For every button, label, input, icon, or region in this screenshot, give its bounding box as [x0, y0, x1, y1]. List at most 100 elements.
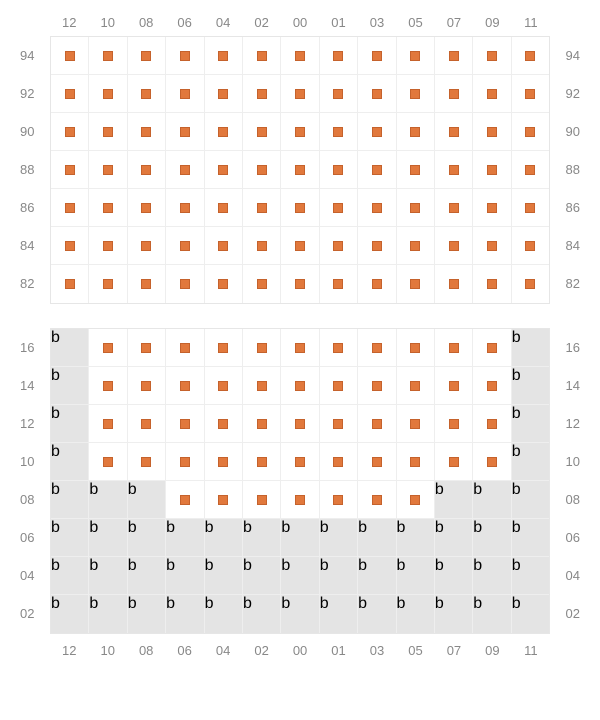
- seat-available[interactable]: [166, 329, 204, 367]
- seat-available[interactable]: [320, 265, 358, 303]
- seat-available[interactable]: [166, 189, 204, 227]
- seat-available[interactable]: [473, 265, 511, 303]
- seat-available[interactable]: [128, 75, 166, 113]
- seat-available[interactable]: [281, 75, 319, 113]
- column-label[interactable]: 09: [473, 643, 511, 658]
- seat-available[interactable]: [320, 113, 358, 151]
- seat-available[interactable]: [281, 113, 319, 151]
- column-label[interactable]: 12: [50, 643, 88, 658]
- seat-available[interactable]: [205, 443, 243, 481]
- seat-available[interactable]: [512, 227, 549, 265]
- seat-available[interactable]: [128, 329, 166, 367]
- seat-available[interactable]: [281, 443, 319, 481]
- seat-available[interactable]: [320, 481, 358, 519]
- seat-available[interactable]: [128, 405, 166, 443]
- seat-available[interactable]: [281, 405, 319, 443]
- seat-available[interactable]: [128, 265, 166, 303]
- seat-available[interactable]: [473, 151, 511, 189]
- row-label[interactable]: 94: [550, 36, 582, 74]
- seat-available[interactable]: [166, 443, 204, 481]
- seat-available[interactable]: [243, 405, 281, 443]
- row-label[interactable]: 88: [18, 150, 50, 188]
- seat-available[interactable]: [243, 75, 281, 113]
- seat-available[interactable]: [358, 113, 396, 151]
- column-label[interactable]: 11: [512, 15, 550, 30]
- seat-available[interactable]: [320, 227, 358, 265]
- row-label[interactable]: 16: [550, 328, 582, 366]
- seat-available[interactable]: [51, 189, 89, 227]
- seat-available[interactable]: [89, 367, 127, 405]
- column-label[interactable]: 00: [281, 15, 319, 30]
- row-label[interactable]: 04: [550, 556, 582, 594]
- seat-available[interactable]: [281, 329, 319, 367]
- seat-available[interactable]: [281, 481, 319, 519]
- seat-available[interactable]: [512, 265, 549, 303]
- seat-available[interactable]: [281, 37, 319, 75]
- seat-available[interactable]: [166, 265, 204, 303]
- seat-available[interactable]: [473, 227, 511, 265]
- seat-available[interactable]: [51, 113, 89, 151]
- seat-available[interactable]: [435, 75, 473, 113]
- seat-available[interactable]: [243, 189, 281, 227]
- seat-available[interactable]: [358, 37, 396, 75]
- seat-available[interactable]: [243, 151, 281, 189]
- seat-available[interactable]: [205, 367, 243, 405]
- seat-available[interactable]: [435, 443, 473, 481]
- seat-available[interactable]: [205, 481, 243, 519]
- seat-available[interactable]: [166, 151, 204, 189]
- seat-available[interactable]: [243, 265, 281, 303]
- column-label[interactable]: 05: [396, 15, 434, 30]
- row-label[interactable]: 12: [550, 404, 582, 442]
- seat-available[interactable]: [397, 443, 435, 481]
- column-label[interactable]: 01: [319, 643, 357, 658]
- column-label[interactable]: 07: [435, 15, 473, 30]
- column-label[interactable]: 07: [435, 643, 473, 658]
- seat-available[interactable]: [512, 75, 549, 113]
- seat-available[interactable]: [358, 151, 396, 189]
- seat-available[interactable]: [128, 151, 166, 189]
- seat-available[interactable]: [128, 367, 166, 405]
- seat-available[interactable]: [128, 443, 166, 481]
- seat-available[interactable]: [166, 481, 204, 519]
- seat-available[interactable]: [397, 75, 435, 113]
- seat-available[interactable]: [473, 189, 511, 227]
- column-label[interactable]: 05: [396, 643, 434, 658]
- seat-available[interactable]: [512, 151, 549, 189]
- column-label[interactable]: 04: [204, 15, 242, 30]
- seat-available[interactable]: [397, 265, 435, 303]
- seat-available[interactable]: [128, 37, 166, 75]
- column-label[interactable]: 10: [88, 15, 126, 30]
- seat-available[interactable]: [51, 265, 89, 303]
- seat-available[interactable]: [128, 189, 166, 227]
- seat-available[interactable]: [397, 113, 435, 151]
- column-label[interactable]: 06: [165, 15, 203, 30]
- seat-available[interactable]: [89, 329, 127, 367]
- seat-available[interactable]: [435, 329, 473, 367]
- row-label[interactable]: 08: [550, 480, 582, 518]
- seat-available[interactable]: [397, 405, 435, 443]
- seat-available[interactable]: [512, 189, 549, 227]
- seat-available[interactable]: [89, 227, 127, 265]
- seat-available[interactable]: [358, 227, 396, 265]
- seat-available[interactable]: [435, 367, 473, 405]
- seat-available[interactable]: [51, 37, 89, 75]
- row-label[interactable]: 14: [18, 366, 50, 404]
- seat-available[interactable]: [512, 37, 549, 75]
- seat-available[interactable]: [281, 227, 319, 265]
- seat-available[interactable]: [243, 113, 281, 151]
- row-label[interactable]: 82: [18, 264, 50, 302]
- seat-available[interactable]: [358, 443, 396, 481]
- column-label[interactable]: 00: [281, 643, 319, 658]
- seat-available[interactable]: [89, 37, 127, 75]
- seat-available[interactable]: [320, 405, 358, 443]
- seat-available[interactable]: [358, 405, 396, 443]
- seat-available[interactable]: [205, 37, 243, 75]
- seat-available[interactable]: [473, 405, 511, 443]
- seat-available[interactable]: [397, 37, 435, 75]
- row-label[interactable]: 84: [18, 226, 50, 264]
- seat-available[interactable]: [243, 443, 281, 481]
- seat-available[interactable]: [205, 75, 243, 113]
- row-label[interactable]: 16: [18, 328, 50, 366]
- column-label[interactable]: 02: [242, 15, 280, 30]
- column-label[interactable]: 10: [88, 643, 126, 658]
